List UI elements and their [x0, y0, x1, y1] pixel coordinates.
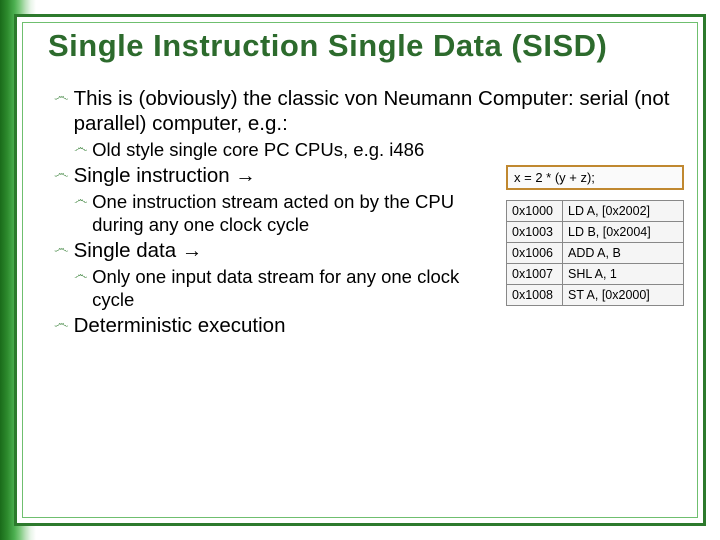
bullet-icon: ෴: [74, 265, 87, 311]
asm-addr: 0x1008: [507, 284, 563, 305]
asm-instr: SHL A, 1: [563, 263, 684, 284]
bullet-icon: ෴: [74, 190, 87, 236]
bullet-icon: ෴: [54, 238, 69, 263]
assembly-table: 0x1000 LD A, [0x2002] 0x1003 LD B, [0x20…: [506, 200, 684, 306]
bullet-text: Only one input data stream for any one c…: [92, 265, 492, 311]
asm-instr: LD A, [0x2002]: [563, 200, 684, 221]
bullet-item: ෴ This is (obviously) the classic von Ne…: [54, 86, 684, 136]
bullet-icon: ෴: [54, 86, 69, 136]
bullet-text: Deterministic execution: [74, 313, 286, 338]
bullet-text: Single instruction →: [74, 163, 256, 188]
expression-box: x = 2 * (y + z);: [506, 165, 684, 190]
bullet-item: ෴ One instruction stream acted on by the…: [74, 190, 492, 236]
bullet-text: This is (obviously) the classic von Neum…: [74, 86, 684, 136]
bullet-text: Old style single core PC CPUs, e.g. i486: [92, 138, 424, 161]
bullet-item: ෴ Single data →: [54, 238, 492, 263]
asm-addr: 0x1007: [507, 263, 563, 284]
slide-title: Single Instruction Single Data (SISD): [48, 28, 684, 64]
bullet-icon: ෴: [74, 138, 87, 161]
bullet-item: ෴ Old style single core PC CPUs, e.g. i4…: [74, 138, 684, 161]
bullet-item: ෴ Single instruction →: [54, 163, 492, 188]
table-row: 0x1003 LD B, [0x2004]: [507, 221, 684, 242]
asm-addr: 0x1000: [507, 200, 563, 221]
asm-instr: LD B, [0x2004]: [563, 221, 684, 242]
asm-addr: 0x1006: [507, 242, 563, 263]
asm-addr: 0x1003: [507, 221, 563, 242]
bullet-item: ෴ Only one input data stream for any one…: [74, 265, 492, 311]
bullet-icon: ෴: [54, 163, 69, 188]
bullet-text: Single data →: [74, 238, 203, 263]
bullet-item: ෴ Deterministic execution: [54, 313, 492, 338]
table-row: 0x1000 LD A, [0x2002]: [507, 200, 684, 221]
table-row: 0x1007 SHL A, 1: [507, 263, 684, 284]
code-panel: x = 2 * (y + z); 0x1000 LD A, [0x2002] 0…: [506, 163, 684, 341]
table-row: 0x1008 ST A, [0x2000]: [507, 284, 684, 305]
table-row: 0x1006 ADD A, B: [507, 242, 684, 263]
slide-content: Single Instruction Single Data (SISD) ෴ …: [36, 22, 698, 518]
asm-instr: ADD A, B: [563, 242, 684, 263]
bullet-icon: ෴: [54, 313, 69, 338]
bullet-text: One instruction stream acted on by the C…: [92, 190, 492, 236]
asm-instr: ST A, [0x2000]: [563, 284, 684, 305]
